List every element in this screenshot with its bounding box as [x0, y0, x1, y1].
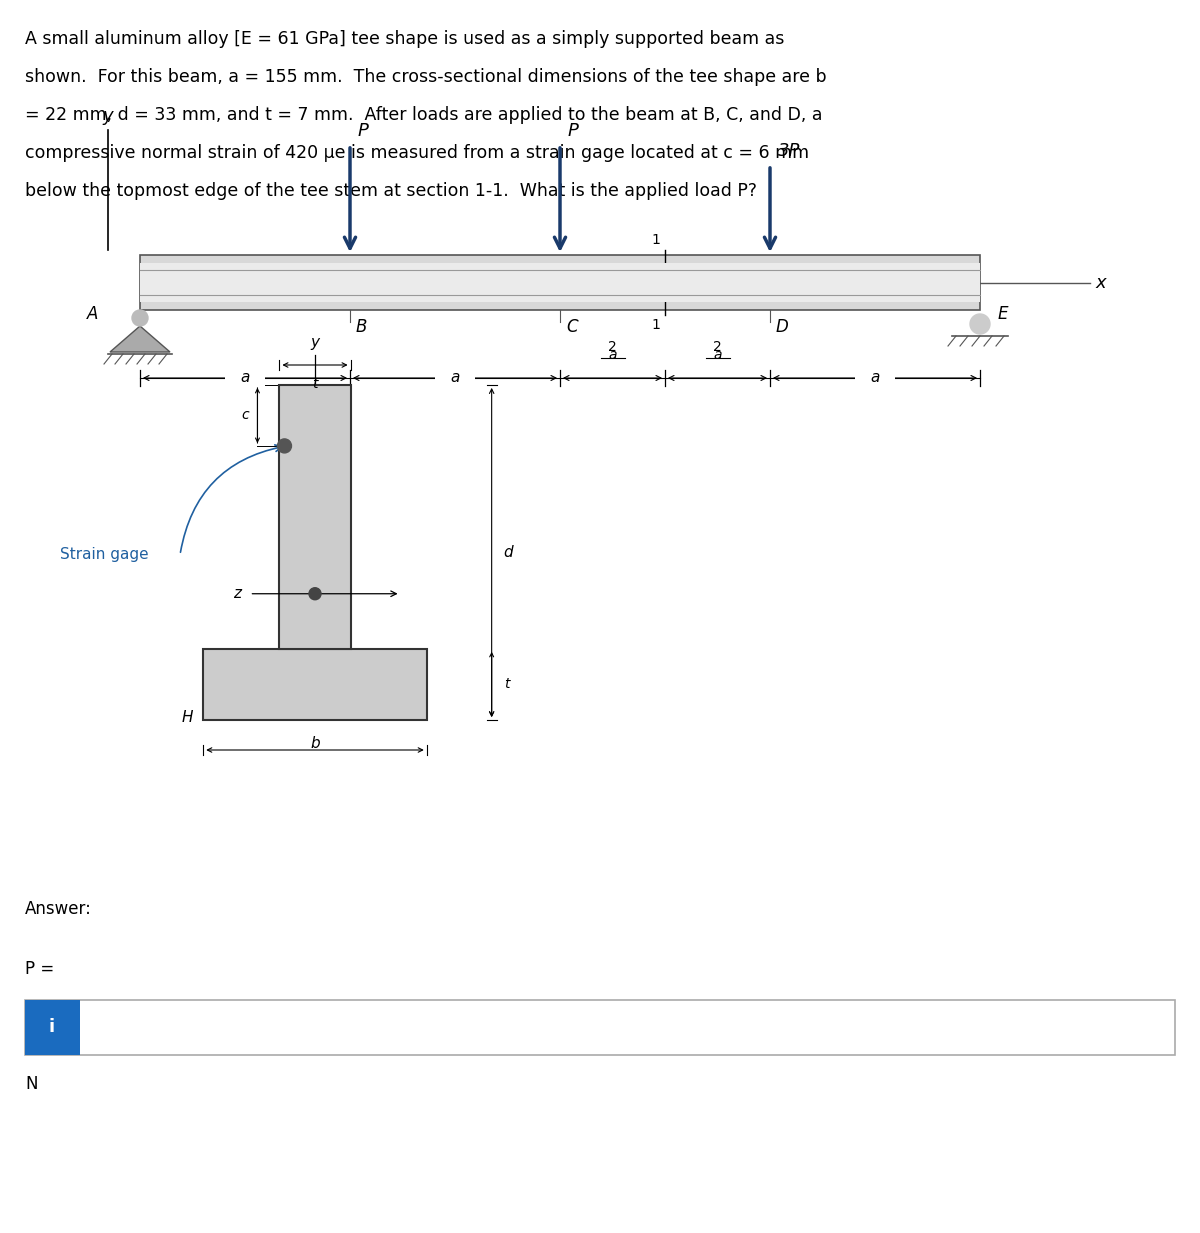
Circle shape: [310, 588, 322, 599]
Text: 2: 2: [608, 340, 617, 354]
Text: y: y: [311, 335, 319, 350]
Text: below the topmost edge of the tee stem at section 1-1.  What is the applied load: below the topmost edge of the tee stem a…: [25, 182, 757, 200]
Text: a: a: [608, 348, 617, 363]
Text: A small aluminum alloy [E = 61 GPa] tee shape is used as a simply supported beam: A small aluminum alloy [E = 61 GPa] tee …: [25, 30, 785, 48]
Text: a: a: [450, 370, 460, 386]
Text: compressive normal strain of 420 μe is measured from a strain gage located at c : compressive normal strain of 420 μe is m…: [25, 144, 809, 162]
Text: t: t: [312, 377, 318, 391]
Text: a: a: [713, 348, 721, 363]
Text: z: z: [234, 586, 241, 602]
Bar: [25, 1000, 80, 1055]
Circle shape: [132, 309, 148, 326]
Bar: [140, 264, 980, 302]
Text: H: H: [182, 710, 193, 725]
Text: 3P: 3P: [778, 142, 800, 160]
Text: 2: 2: [713, 340, 722, 354]
Text: 1: 1: [652, 233, 660, 247]
Text: x: x: [1096, 274, 1105, 291]
Text: i: i: [49, 1018, 55, 1037]
Text: 1: 1: [652, 318, 660, 332]
Text: d: d: [504, 545, 514, 560]
Text: P =: P =: [25, 961, 54, 978]
Polygon shape: [110, 326, 170, 351]
Text: D: D: [776, 318, 788, 337]
Text: A: A: [86, 305, 98, 323]
Bar: [140, 255, 980, 309]
Text: Answer:: Answer:: [25, 900, 92, 919]
Text: c: c: [242, 408, 250, 423]
Text: a: a: [870, 370, 880, 386]
Bar: [280, 385, 350, 649]
Circle shape: [970, 314, 990, 334]
Text: P: P: [568, 122, 578, 141]
Bar: [203, 649, 427, 720]
Text: t: t: [504, 677, 509, 692]
Text: b: b: [310, 736, 320, 751]
Text: B: B: [356, 318, 367, 337]
Text: shown.  For this beam, a = 155 mm.  The cross-sectional dimensions of the tee sh: shown. For this beam, a = 155 mm. The cr…: [25, 68, 827, 86]
Text: C: C: [566, 318, 577, 337]
Text: Strain gage: Strain gage: [60, 547, 149, 562]
Text: N: N: [25, 1075, 37, 1092]
Text: y: y: [103, 107, 113, 125]
Text: E: E: [998, 305, 1008, 323]
Circle shape: [277, 439, 292, 453]
Bar: [25, 1000, 1175, 1055]
Text: P: P: [358, 122, 368, 141]
Text: a: a: [240, 370, 250, 386]
Text: = 22 mm, d = 33 mm, and t = 7 mm.  After loads are applied to the beam at B, C, : = 22 mm, d = 33 mm, and t = 7 mm. After …: [25, 106, 822, 125]
